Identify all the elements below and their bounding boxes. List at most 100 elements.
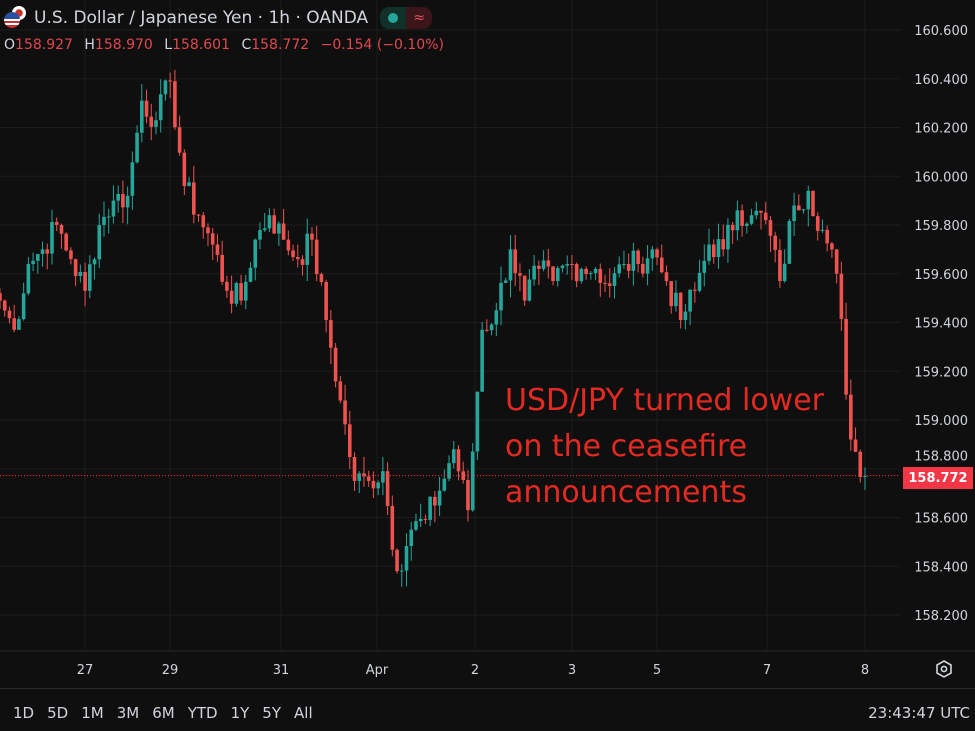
candle-body (385, 471, 390, 506)
candle-body (88, 264, 92, 291)
close-value: 158.772 (251, 37, 310, 53)
candle-body (461, 471, 466, 480)
candle-body (740, 210, 744, 226)
candle-body (130, 162, 135, 196)
x-tick-label: 29 (162, 663, 179, 678)
y-tick-label: 158.400 (914, 560, 968, 575)
candle-body (258, 230, 262, 240)
utc-clock[interactable]: 23:43:47 UTC (868, 704, 970, 722)
candle-body (456, 449, 461, 472)
candle-body (333, 347, 338, 382)
symbol-title[interactable]: U.S. Dollar / Japanese Yen · 1h · OANDA (34, 8, 369, 28)
candle-body (83, 272, 87, 291)
candle-body (206, 227, 210, 234)
x-tick-label: 8 (861, 663, 869, 678)
candle-body (726, 224, 730, 250)
low-value: 158.601 (172, 37, 230, 53)
candle-body (636, 250, 640, 264)
candle-body (778, 249, 782, 282)
candle-body (820, 229, 825, 231)
y-tick-label: 160.200 (914, 122, 968, 137)
candle-body (735, 210, 740, 231)
candle-body (631, 250, 636, 271)
candle-body (603, 282, 607, 284)
candle-body (50, 222, 54, 254)
candle-body (589, 273, 593, 275)
candle-body (693, 289, 697, 291)
candle-body (243, 281, 248, 301)
range-6m[interactable]: 6M (152, 704, 175, 722)
candle-body (73, 259, 78, 276)
candle-body (267, 215, 272, 229)
open-label: O (4, 37, 16, 53)
candle-body (12, 318, 16, 330)
range-ytd[interactable]: YTD (187, 704, 218, 722)
candle-body (390, 505, 395, 550)
candle-body (612, 273, 617, 286)
candle-body (144, 100, 149, 117)
candle-body (201, 215, 206, 228)
candle-body (17, 319, 21, 330)
current-price-label: 158.772 (903, 467, 973, 489)
candle-body (470, 451, 475, 511)
currency-flags-icon (4, 6, 28, 30)
candle-body (338, 381, 343, 401)
candle-body (395, 549, 399, 572)
x-tick-label: 7 (763, 663, 771, 678)
candle-body (669, 281, 674, 307)
candle-body (381, 471, 385, 483)
candle-body (262, 228, 267, 231)
candle-body (7, 310, 12, 319)
candle-body (560, 265, 565, 269)
candle-body (825, 229, 829, 244)
high-value: 158.970 (94, 37, 153, 53)
y-tick-label: 159.000 (914, 414, 968, 429)
range-all[interactable]: All (294, 704, 313, 722)
range-1m[interactable]: 1M (81, 704, 104, 722)
market-status-icon[interactable] (380, 7, 407, 29)
candle-body (154, 120, 158, 127)
settings-gear-icon[interactable] (934, 659, 954, 679)
candle-body (121, 193, 125, 208)
candle-body (522, 275, 527, 301)
price-chart[interactable]: 160.600 160.400 160.200 160.000 159.800 159.6… (0, 0, 975, 688)
candle-body (45, 249, 50, 254)
bottom-toolbar: 1D 5D 1M 3M 6M YTD 1Y 5Y All 23:43:47 UT… (0, 688, 975, 731)
candle-body (730, 224, 735, 231)
candle-body (617, 264, 622, 274)
candle-body (494, 310, 499, 325)
candle-body (272, 215, 276, 234)
candle-body (721, 239, 725, 250)
range-5d[interactable]: 5D (47, 704, 69, 722)
data-mode-icon[interactable]: ≈ (406, 7, 433, 29)
range-5y[interactable]: 5Y (262, 704, 282, 722)
candle-body (815, 216, 820, 231)
candle-body (343, 400, 347, 425)
candle-body (763, 212, 768, 221)
y-tick-label: 160.600 (914, 24, 968, 39)
candle-body (546, 260, 551, 267)
candle-body (716, 239, 721, 258)
candle-body (229, 290, 234, 304)
candle-body (711, 244, 716, 258)
range-3m[interactable]: 3M (116, 704, 140, 722)
candle-body (168, 80, 172, 82)
range-selector: 1D 5D 1M 3M 6M YTD 1Y 5Y All (13, 704, 326, 722)
range-1y[interactable]: 1Y (230, 704, 250, 722)
candle-body (291, 250, 295, 258)
candle-body (423, 518, 428, 520)
candle-body (54, 222, 59, 225)
range-1d[interactable]: 1D (13, 704, 35, 722)
symbol-header[interactable]: U.S. Dollar / Japanese Yen · 1h · OANDA … (4, 6, 433, 30)
candle-body (69, 250, 73, 260)
y-tick-label: 160.400 (914, 73, 968, 88)
candle-body (295, 257, 300, 260)
x-tick-label: 2 (471, 663, 479, 678)
candle-body (187, 182, 191, 186)
candle-body (844, 318, 848, 395)
candle-body (404, 546, 409, 571)
candle-body (683, 311, 688, 321)
candle-body (480, 329, 484, 392)
candle-body (584, 268, 588, 275)
candle-body (792, 205, 796, 222)
